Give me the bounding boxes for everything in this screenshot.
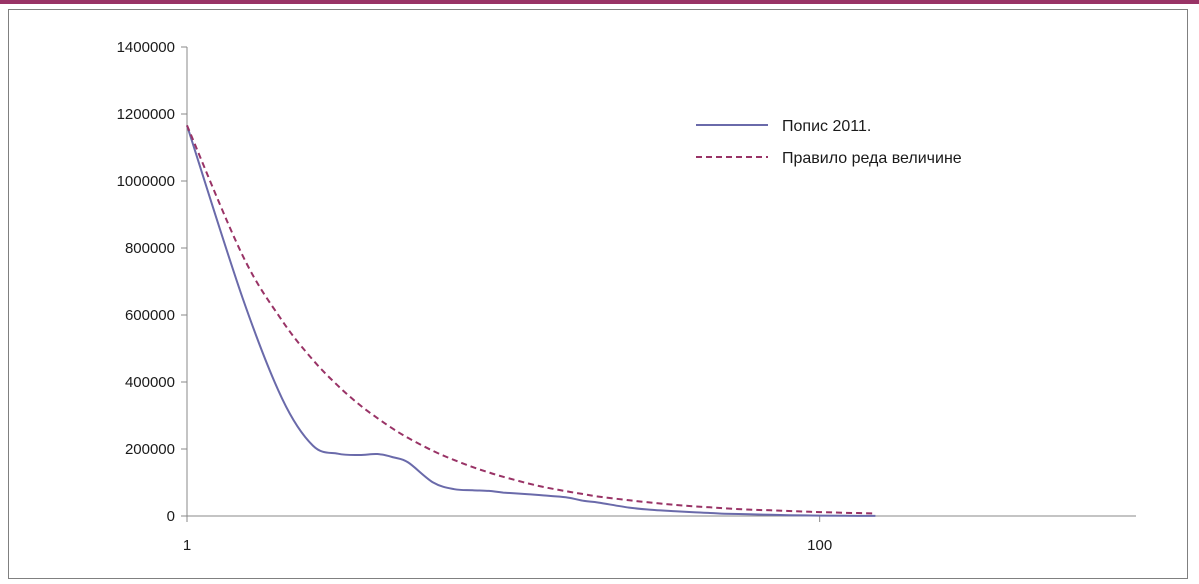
series-lines: [186, 125, 876, 517]
y-tick-label: 1200000: [117, 106, 175, 123]
x-tick-label: 100: [807, 537, 832, 554]
chart-frame: [8, 9, 1188, 579]
series-line-order-of-magnitude-rule: [186, 125, 876, 515]
legend-label: Попис 2011.: [782, 118, 871, 135]
x-tick-label: 1: [183, 537, 191, 554]
legend-label: Правило реда величине: [782, 150, 962, 167]
y-tick-label: 600000: [125, 307, 175, 324]
axes: [186, 47, 1136, 517]
y-tick-label: 800000: [125, 240, 175, 257]
series-line-census-2011: [186, 125, 876, 517]
y-tick-label: 1000000: [117, 173, 175, 190]
top-red-strip: [0, 0, 1199, 4]
y-tick-label: 400000: [125, 374, 175, 391]
y-tick-label: 1400000: [117, 39, 175, 56]
y-tick-label: 200000: [125, 441, 175, 458]
y-axis-ticks: 0 200000 400000 600000 800000 1000000 1200000 1…: [117, 39, 187, 525]
y-tick-label: 0: [167, 508, 175, 525]
legend: Попис 2011. Правило реда величине: [696, 118, 962, 167]
x-axis-ticks: 1 100: [183, 516, 832, 554]
